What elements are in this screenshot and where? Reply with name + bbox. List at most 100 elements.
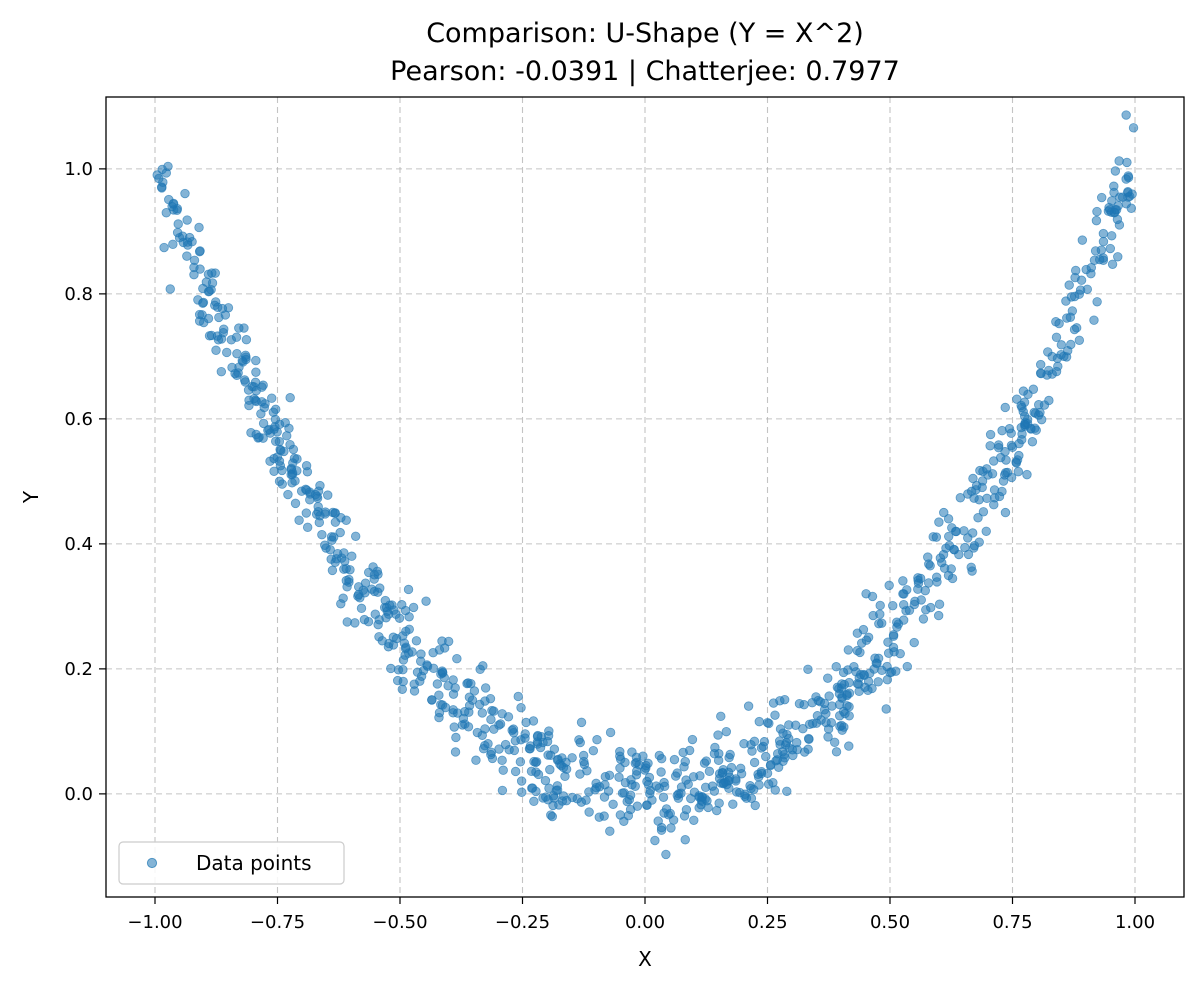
data-point xyxy=(656,754,667,764)
data-point xyxy=(724,752,734,763)
data-point xyxy=(932,577,942,587)
data-point xyxy=(350,531,361,541)
data-point xyxy=(779,694,790,705)
data-point xyxy=(788,750,798,761)
data-point xyxy=(1092,206,1102,217)
data-point xyxy=(475,664,485,675)
data-point xyxy=(516,703,526,713)
data-point xyxy=(434,645,445,655)
data-point xyxy=(507,725,517,735)
data-point xyxy=(1107,259,1118,269)
data-point xyxy=(666,823,676,833)
data-point xyxy=(844,677,854,688)
data-point xyxy=(206,330,217,341)
data-point xyxy=(791,737,802,748)
data-point xyxy=(617,788,628,798)
data-point xyxy=(161,208,171,218)
data-point xyxy=(973,513,983,523)
data-point xyxy=(288,444,299,455)
data-point xyxy=(391,633,402,644)
data-point xyxy=(875,600,885,611)
data-point xyxy=(947,523,957,533)
data-point xyxy=(687,734,698,745)
data-point xyxy=(625,790,636,800)
x-tick-label: 1.00 xyxy=(1115,912,1155,933)
data-point xyxy=(978,507,989,517)
data-point xyxy=(409,686,420,696)
data-point xyxy=(1086,262,1097,273)
data-point xyxy=(946,564,956,574)
data-point xyxy=(1121,110,1131,120)
data-point xyxy=(1011,457,1021,467)
data-point xyxy=(305,495,315,505)
data-point xyxy=(189,269,199,280)
data-point xyxy=(421,596,431,606)
data-point xyxy=(939,507,949,518)
data-point xyxy=(712,805,722,816)
data-point xyxy=(676,782,687,792)
data-point xyxy=(159,242,169,253)
data-point xyxy=(497,755,507,766)
data-point xyxy=(497,785,508,796)
data-point xyxy=(713,730,723,740)
x-tick-label: 0.25 xyxy=(747,912,787,933)
data-point xyxy=(544,726,554,736)
data-point xyxy=(594,812,604,822)
data-point xyxy=(345,565,355,575)
legend: Data points xyxy=(118,841,345,885)
data-point xyxy=(870,653,880,663)
data-point xyxy=(661,849,671,860)
data-point xyxy=(331,554,342,564)
data-point xyxy=(451,732,461,743)
data-point xyxy=(909,599,920,610)
data-point xyxy=(726,762,737,773)
data-point xyxy=(195,246,205,256)
data-point xyxy=(356,603,367,614)
data-point xyxy=(251,386,261,396)
data-point xyxy=(770,785,780,795)
data-point xyxy=(222,347,232,358)
data-point xyxy=(513,691,523,702)
data-point xyxy=(775,724,786,734)
data-point xyxy=(241,352,251,362)
data-point xyxy=(1018,386,1029,396)
data-point xyxy=(745,781,755,791)
data-point xyxy=(211,345,221,355)
data-point xyxy=(503,712,514,722)
data-point xyxy=(605,826,615,836)
data-point xyxy=(829,737,840,748)
data-point xyxy=(1066,292,1077,302)
data-point xyxy=(552,785,563,795)
data-point xyxy=(448,675,458,685)
data-point xyxy=(500,739,511,750)
data-point xyxy=(434,690,444,700)
data-point xyxy=(875,609,885,619)
data-point xyxy=(408,602,419,613)
data-point xyxy=(157,182,167,192)
data-point xyxy=(1114,156,1124,166)
legend-marker xyxy=(146,857,158,869)
data-point xyxy=(831,662,841,672)
data-point xyxy=(895,648,905,659)
data-point xyxy=(359,614,370,625)
chart-title-line-1: Comparison: U-Shape (Y = X^2) xyxy=(426,18,864,49)
data-point xyxy=(754,780,764,790)
data-point xyxy=(780,740,791,750)
data-point xyxy=(294,515,304,525)
data-point xyxy=(931,532,942,542)
data-point xyxy=(959,526,969,536)
data-point xyxy=(935,553,946,563)
data-point xyxy=(302,467,313,477)
data-point xyxy=(471,755,481,765)
data-point xyxy=(843,645,854,655)
data-point xyxy=(373,619,383,630)
data-point xyxy=(803,744,813,754)
data-point xyxy=(943,514,954,524)
data-point xyxy=(656,767,666,777)
legend-label: Data points xyxy=(196,851,312,875)
data-point xyxy=(773,749,783,759)
data-point xyxy=(437,636,447,646)
data-point xyxy=(531,786,541,797)
data-point xyxy=(592,735,602,745)
data-point xyxy=(581,795,591,805)
